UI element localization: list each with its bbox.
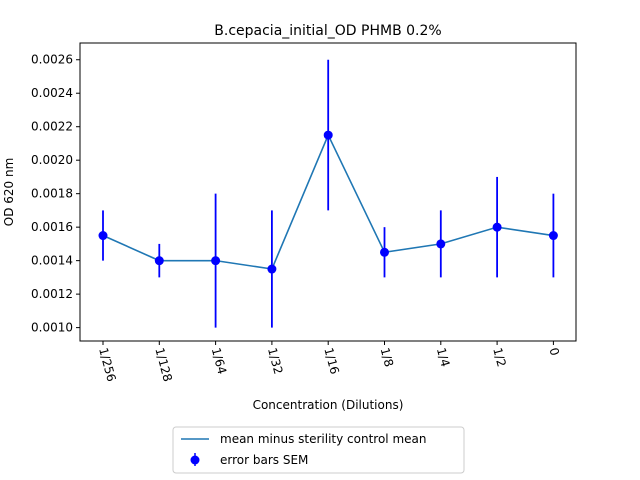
legend-box [172,426,465,474]
x-tick-label: 1/16 [321,346,341,376]
y-tick-label: 0.0018 [31,187,73,201]
x-tick-label: 1/2 [490,346,509,368]
x-tick-label: 1/4 [434,346,453,368]
legend-label-sem: error bars SEM [220,453,308,467]
data-point [492,222,502,232]
x-tick-label: 1/32 [265,346,285,376]
data-point [154,256,164,266]
data-point [380,247,389,257]
y-tick-label: 0.0022 [31,120,73,134]
y-tick-label: 0.0012 [31,287,73,301]
x-tick-label: 1/64 [209,346,229,376]
plot-frame [79,42,577,342]
data-point [98,231,108,241]
y-tick-label: 0.0026 [31,53,73,67]
data-point [211,256,221,266]
y-tick-label: 0.0024 [31,86,73,100]
data-point [323,130,333,140]
legend-label-mean: mean minus sterility control mean [220,432,426,446]
x-tick-label: 0 [547,346,563,357]
data-point [267,264,277,274]
y-tick-label: 0.0020 [31,153,73,167]
y-tick-label: 0.0016 [31,220,73,234]
data-point [436,239,446,249]
x-axis-label: Concentration (Dilutions) [253,398,404,412]
legend-marker-swatch [190,455,200,465]
chart-title: B.cepacia_initial_OD PHMB 0.2% [214,23,441,39]
legend: mean minus sterility control mean error … [172,426,465,474]
y-tick-label: 0.0010 [31,321,73,335]
x-tick-label: 1/8 [378,346,397,368]
data-point [548,231,558,241]
y-tick-label: 0.0014 [31,254,73,268]
y-axis-label: OD 620 nm [2,158,16,227]
